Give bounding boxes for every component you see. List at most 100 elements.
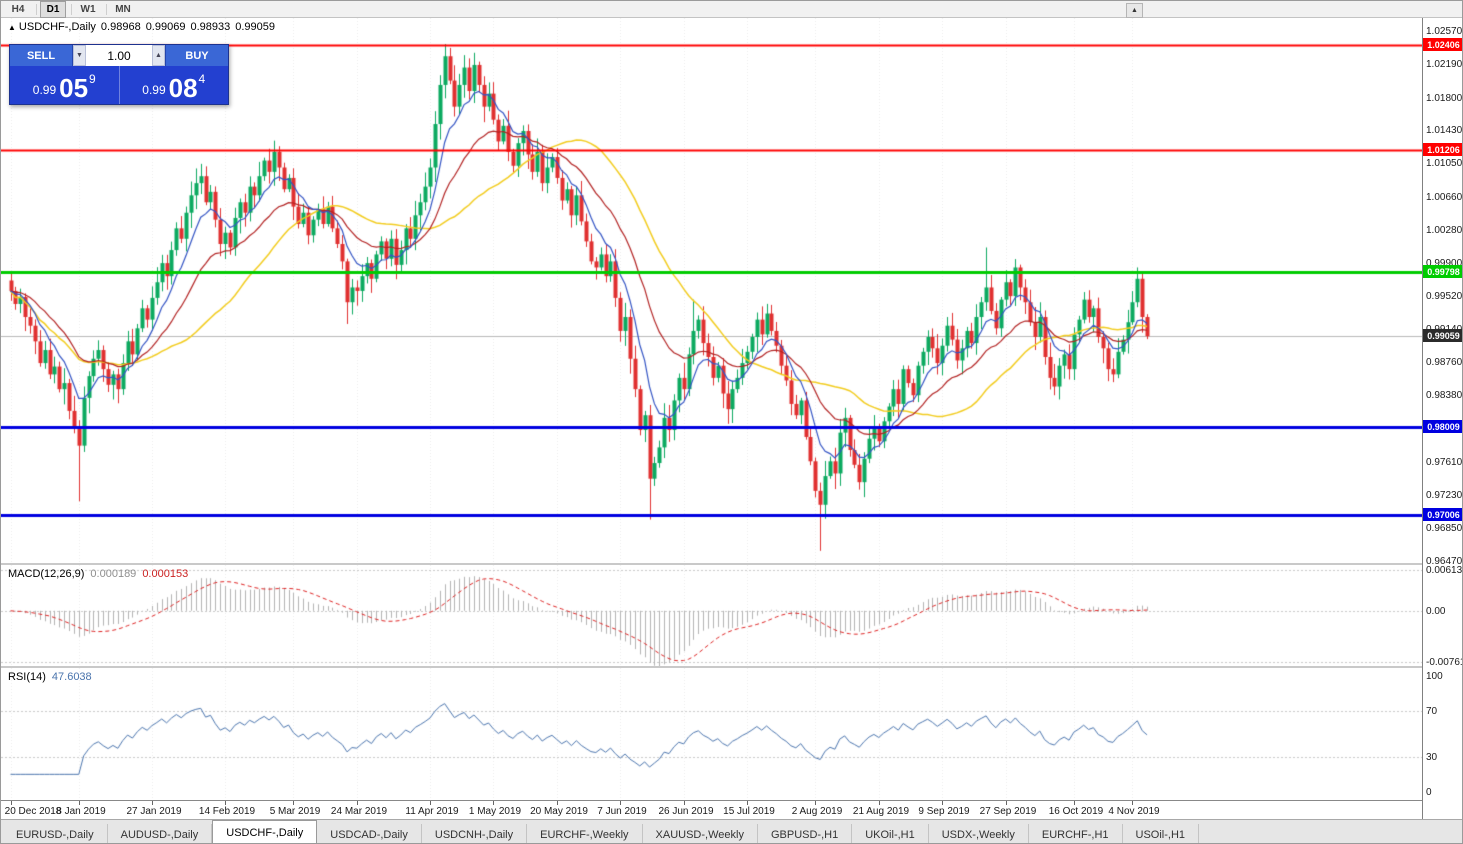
rsi-tick-label: 30 [1426,752,1438,763]
timeframe-button-mn[interactable]: MN [115,3,131,15]
price-tick-label: 1.02570 [1426,26,1463,37]
time-tick-mark [430,801,431,805]
price-tick-label: 0.98760 [1426,357,1463,368]
chart-tab-eurusd-daily[interactable]: EURUSD-,Daily [3,824,108,843]
time-tick-mark [557,801,558,805]
symbol-marker-icon: ▲ [8,23,16,32]
rsi-name: RSI(14) [8,671,46,683]
buy-price[interactable]: 0.99 08 4 [120,66,229,104]
volume-decrease-button[interactable]: ▼ [73,45,86,66]
panel-splitter[interactable] [1,563,1462,565]
panel-splitter[interactable] [1,666,1462,668]
chart-area: 20 Dec 2018 8 Jan 2019 27 Jan 2019 14 Feb 2… [1,18,1463,820]
volume-increase-button[interactable]: ▲ [152,45,165,66]
price-axis[interactable]: 1.02570 1.02190 1.01800 1.01430 1.01050 1.006… [1422,18,1463,819]
price-tick-label: 1.00280 [1426,225,1463,236]
chart-tab-usdcad-daily[interactable]: USDCAD-,Daily [317,824,422,843]
price-tick-label: 1.01800 [1426,93,1463,104]
scroll-up-button[interactable]: ▲ [1126,3,1143,18]
macd-name: MACD(12,26,9) [8,568,85,580]
date-label: 5 Mar 2019 [269,806,321,817]
time-tick-mark [815,801,816,805]
macd-tick-label: 0.00 [1426,606,1446,617]
rsi-panel-canvas[interactable] [1,668,1422,800]
chart-tab-usdx-weekly[interactable]: USDX-,Weekly [928,824,1029,843]
buy-button[interactable]: BUY [166,45,228,66]
price-tick-label: 0.97230 [1426,490,1463,501]
toolbar-separator [36,3,37,15]
macd-panel-canvas[interactable] [1,565,1422,666]
date-label: 21 Aug 2019 [852,806,910,817]
chart-tab-ukoil-h1[interactable]: UKOil-,H1 [852,824,929,843]
time-tick-mark [152,801,153,805]
main-chart-canvas[interactable] [1,18,1422,563]
time-tick-mark [684,801,685,805]
rsi-value: 47.6038 [51,671,92,683]
date-label: 14 Feb 2019 [198,806,256,817]
timeframe-button-h4[interactable]: H4 [11,3,25,15]
sell-price-pip: 9 [89,72,96,86]
current-price-label: 0.99059 [1423,329,1462,342]
price-tick-label: 0.96850 [1426,523,1463,534]
date-label: 27 Sep 2019 [979,806,1037,817]
toolbar-separator [71,3,72,15]
sell-price[interactable]: 0.99 05 9 [10,66,120,104]
time-tick-mark [879,801,880,805]
price-level-label: 1.02406 [1423,38,1462,51]
date-label: 4 Nov 2019 [1108,806,1160,817]
date-label: 11 Apr 2019 [405,806,459,817]
price-level-label: 0.99798 [1423,265,1462,278]
chart-tab-usdchf-daily[interactable]: USDCHF-,Daily [212,820,318,843]
time-tick-mark [620,801,621,805]
timeframe-button-d1[interactable]: D1 [40,1,66,18]
ohlc-low: 0.98933 [190,21,231,33]
date-label: 8 Jan 2019 [56,806,106,817]
time-tick-mark [747,801,748,805]
ohlc-high: 0.99069 [145,21,186,33]
chart-tab-gbpusd-h1[interactable]: GBPUSD-,H1 [757,824,853,843]
rsi-tick-label: 100 [1426,671,1443,682]
rsi-indicator-label: RSI(14) 47.6038 [8,671,92,683]
time-axis[interactable]: 20 Dec 2018 8 Jan 2019 27 Jan 2019 14 Feb 2… [1,800,1422,820]
chart-tab-eurchf-h1[interactable]: EURCHF-,H1 [1028,824,1123,843]
time-tick-mark [942,801,943,805]
timeframe-button-w1[interactable]: W1 [80,3,96,15]
time-tick-mark [293,801,294,805]
toolbar-separator [106,3,107,15]
price-tick-label: 0.96470 [1426,556,1463,567]
macd-tick-label: -0.00761 [1426,657,1463,668]
chart-tab-xauusd-weekly[interactable]: XAUUSD-,Weekly [642,824,758,843]
rsi-tick-label: 70 [1426,706,1438,717]
buy-price-big: 08 [168,73,198,103]
volume-input[interactable] [86,45,152,66]
date-label: 2 Aug 2019 [791,806,843,817]
date-label: 27 Jan 2019 [126,806,182,817]
price-tick-label: 0.98380 [1426,390,1463,401]
time-tick-mark [11,801,12,805]
sell-button[interactable]: SELL [10,45,72,66]
date-label: 20 May 2019 [530,806,588,817]
sell-price-prefix: 0.99 [32,83,57,97]
date-label: 26 Jun 2019 [658,806,714,817]
time-tick-mark [1132,801,1133,805]
macd-main-value: 0.000189 [90,568,137,580]
chart-tab-eurchf-weekly[interactable]: EURCHF-,Weekly [527,824,643,843]
date-label: 16 Oct 2019 [1048,806,1104,817]
price-tick-label: 0.99520 [1426,291,1463,302]
time-tick-mark [79,801,80,805]
price-tick-label: 0.97610 [1426,457,1463,468]
buy-price-prefix: 0.99 [142,83,166,97]
ohlc-close: 0.99059 [235,21,275,33]
chart-tab-usoil-h1[interactable]: USOil-,H1 [1122,824,1200,843]
price-tick-label: 1.01050 [1426,158,1463,169]
scroll-up-icon: ▲ [1131,7,1138,14]
date-label: 7 Jun 2019 [597,806,647,817]
chart-tab-audusd-daily[interactable]: AUDUSD-,Daily [107,824,213,843]
time-tick-mark [493,801,494,805]
chart-title: ▲ USDCHF-,Daily 0.98968 0.99069 0.98933 0.990… [8,21,275,33]
chart-symbol: USDCHF-,Daily [18,21,96,33]
chart-tab-usdcnh-daily[interactable]: USDCNH-,Daily [421,824,528,843]
date-label: 9 Sep 2019 [918,806,970,817]
